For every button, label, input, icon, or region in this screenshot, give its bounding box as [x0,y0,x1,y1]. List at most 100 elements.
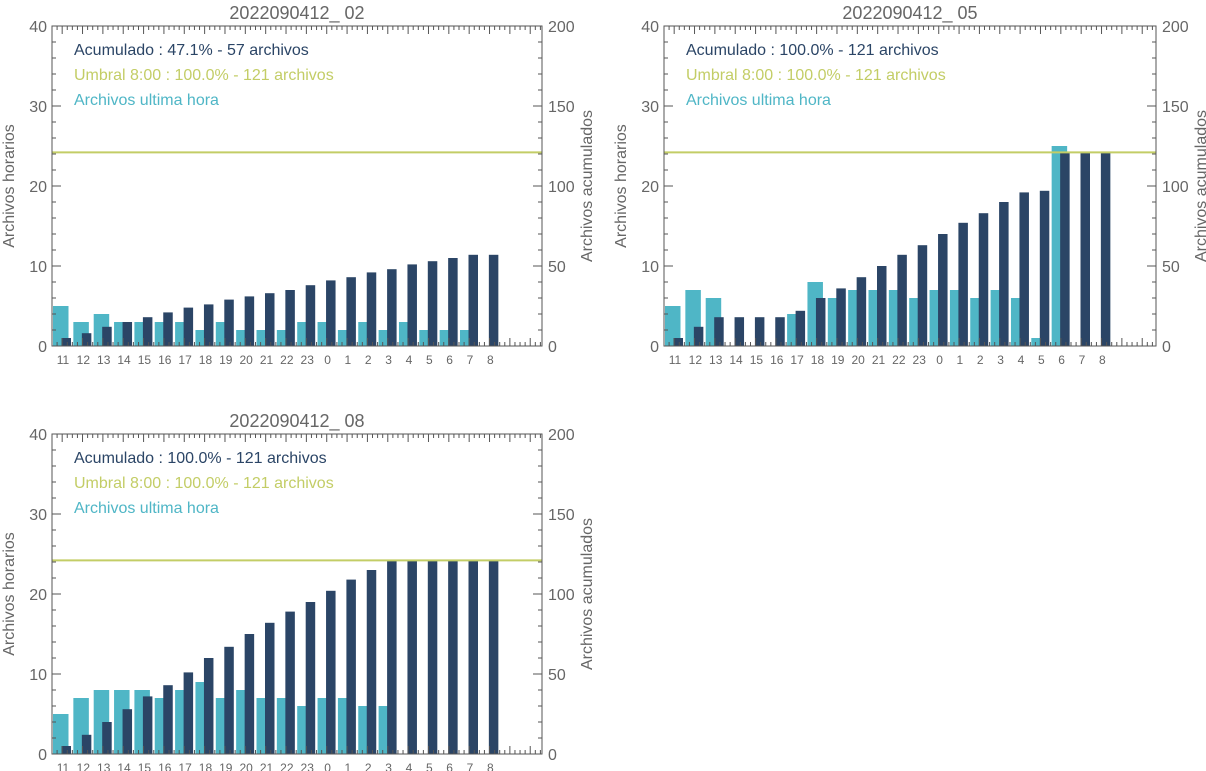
y-tick-label: 0 [650,339,659,356]
cumulative-bar [285,290,295,346]
x-tick-label: 1 [957,353,964,367]
x-tick-label: 8 [487,761,494,771]
cumulative-bar [122,322,133,346]
y2-tick-label: 150 [548,99,575,116]
x-tick-label: 15 [138,353,152,367]
y2-tick-label: 100 [548,587,575,604]
y-tick-label: 40 [641,19,659,36]
y-tick-label: 10 [29,667,47,684]
cumulative-bar [285,611,295,754]
x-tick-label: 20 [239,353,253,367]
cumulative-bar [1060,152,1070,346]
cumulative-bar [163,685,173,754]
y-tick-label: 0 [38,747,47,764]
cumulative-bar [775,317,785,346]
y-tick-label: 0 [38,339,47,356]
y2-tick-label: 200 [548,19,575,36]
y2-tick-label: 100 [1162,179,1189,196]
y2-tick-label: 50 [548,667,566,684]
cumulative-bar [1100,152,1111,346]
cumulative-bar [468,560,478,754]
x-tick-label: 18 [199,353,213,367]
hourly-bar [665,306,681,346]
cumulative-bar [938,234,948,346]
x-tick-label: 13 [97,353,111,367]
x-tick-label: 7 [467,353,474,367]
x-tick-label: 16 [158,761,172,771]
y2-axis-label: Archivos acumulados [579,110,596,262]
cumulative-bar [366,570,377,754]
legend-hourly: Archivos ultima hora [686,92,831,109]
cumulative-bar [61,338,71,346]
x-tick-label: 6 [1058,353,1065,367]
cumulative-bar [1080,152,1090,346]
x-tick-label: 22 [892,353,906,367]
x-tick-label: 16 [158,353,172,367]
cumulative-bar [326,280,336,346]
x-tick-label: 11 [669,353,682,367]
y2-axis-label: Archivos acumulados [1193,110,1206,262]
x-tick-label: 7 [467,761,474,771]
y2-tick-label: 150 [1162,99,1189,116]
cumulative-bar [673,338,683,346]
cumulative-bar [978,213,989,346]
cumulative-bar [183,672,194,754]
cumulative-bar [427,560,438,754]
x-tick-label: 2 [977,353,984,367]
y-tick-label: 30 [29,99,47,116]
chart-title: 2022090412_ 02 [229,3,364,24]
cumulative-bar [387,269,397,346]
x-tick-label: 3 [997,353,1004,367]
cumulative-bar [1039,190,1050,346]
y2-tick-label: 200 [548,427,575,444]
cumulative-bar [999,202,1009,346]
y-tick-label: 30 [641,99,659,116]
cumulative-bar [122,709,133,754]
x-tick-label: 3 [385,353,392,367]
cumulative-bar [203,304,214,346]
y2-tick-label: 100 [548,179,575,196]
cumulative-bar [244,634,255,754]
x-tick-label: 17 [790,353,804,367]
x-tick-label: 19 [219,353,233,367]
legend-cumulative: Acumulado : 100.0% - 121 archivos [686,42,939,59]
y-tick-label: 10 [29,259,47,276]
x-tick-label: 12 [689,353,703,367]
cumulative-bar [346,277,356,346]
x-tick-label: 4 [406,761,413,771]
hourly-bar [53,306,69,346]
cumulative-bar [326,590,336,754]
cumulative-bar [142,696,153,754]
cumulative-bar [448,258,458,346]
y-tick-label: 30 [29,507,47,524]
x-tick-label: 19 [831,353,845,367]
x-tick-label: 21 [872,353,886,367]
cumulative-bar [305,285,316,346]
x-tick-label: 17 [178,761,192,771]
cumulative-bar [81,734,92,754]
x-tick-label: 19 [219,761,233,771]
cumulative-bar [836,288,846,346]
x-tick-label: 18 [199,761,213,771]
cumulative-bar [427,261,438,346]
x-tick-label: 16 [770,353,784,367]
x-tick-label: 17 [178,353,192,367]
cumulative-bar [958,222,968,346]
cumulative-bar [693,326,704,346]
x-tick-label: 21 [260,761,274,771]
x-tick-label: 14 [729,353,743,367]
x-tick-label: 21 [260,353,274,367]
y-tick-label: 20 [29,179,47,196]
cumulative-bar [407,560,417,754]
y2-tick-label: 0 [548,339,557,356]
y-axis-label: Archivos horarios [1,124,18,248]
cumulative-bar [407,264,417,346]
cumulative-bar [488,560,499,754]
cumulative-bar [714,317,724,346]
cumulative-bar [244,296,255,346]
cumulative-bar [81,333,92,346]
x-tick-label: 11 [57,761,70,771]
cumulative-bar [448,560,458,754]
